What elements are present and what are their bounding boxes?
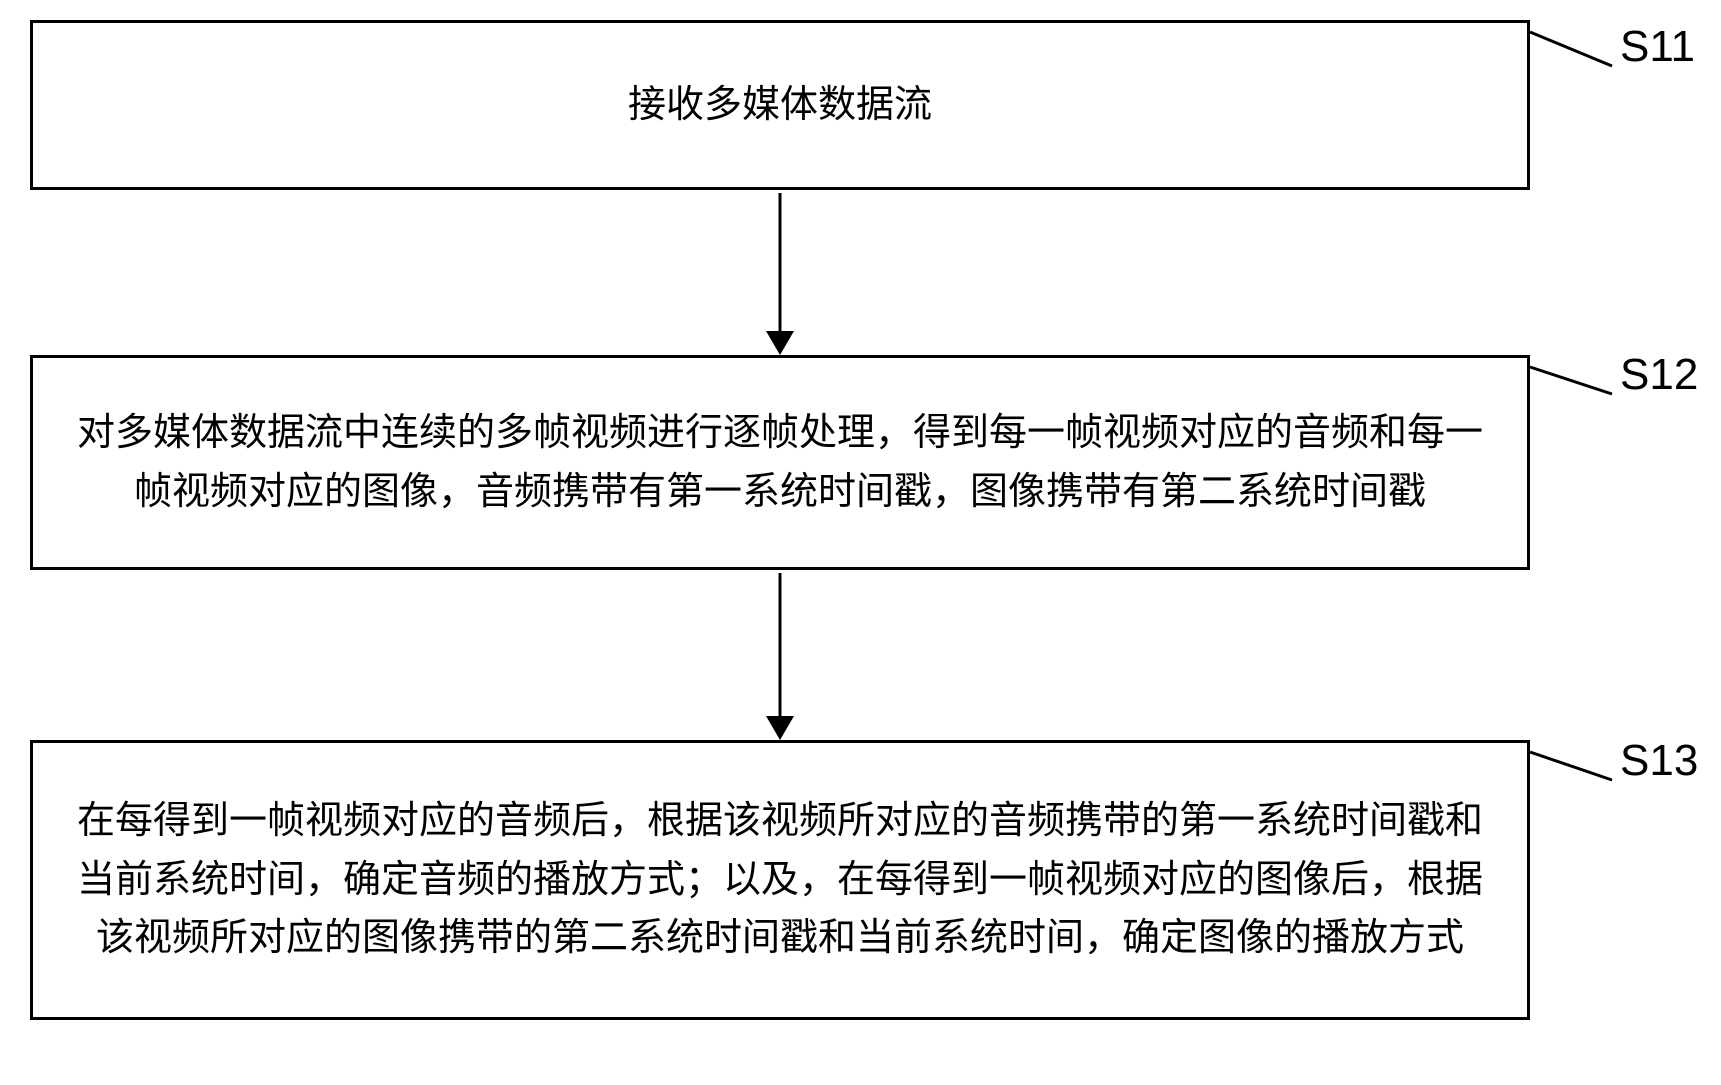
flow-step-s12: 对多媒体数据流中连续的多帧视频进行逐帧处理，得到每一帧视频对应的音频和每一帧视频… (30, 355, 1530, 570)
flow-step-text: 在每得到一帧视频对应的音频后，根据该视频所对应的音频携带的第一系统时间戳和当前系… (73, 792, 1487, 969)
flow-step-text: 对多媒体数据流中连续的多帧视频进行逐帧处理，得到每一帧视频对应的音频和每一帧视频… (73, 404, 1487, 522)
flow-step-s13: 在每得到一帧视频对应的音频后，根据该视频所对应的音频携带的第一系统时间戳和当前系… (30, 740, 1530, 1020)
flow-step-s11: 接收多媒体数据流 (30, 20, 1530, 190)
step-label-s12: S12 (1620, 350, 1698, 400)
step-label-s13: S13 (1620, 736, 1698, 786)
flow-step-text: 接收多媒体数据流 (628, 76, 932, 135)
step-label-s11: S11 (1620, 22, 1695, 72)
